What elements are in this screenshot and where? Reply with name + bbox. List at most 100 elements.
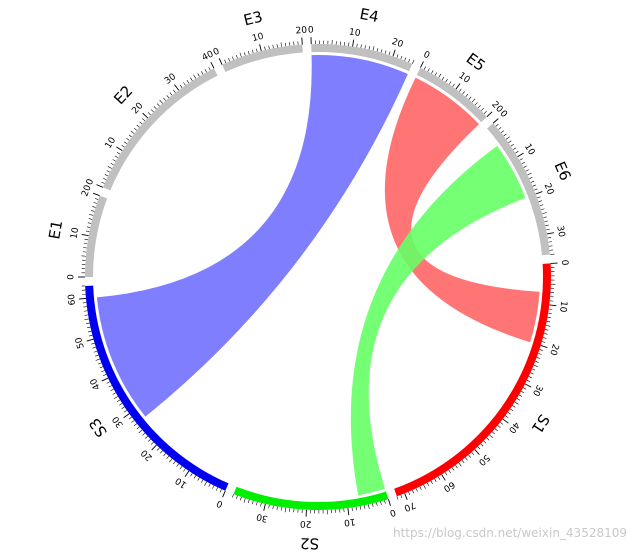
tick-mark: [151, 444, 157, 451]
tick-mark: [516, 398, 521, 401]
tick-mark: [101, 370, 105, 373]
tick-mark: [228, 58, 231, 62]
tick-mark: [537, 196, 541, 199]
tick-mark: [86, 226, 91, 228]
tick-mark: [498, 127, 502, 130]
tick-mark: [455, 83, 461, 90]
tick-mark: [355, 506, 357, 511]
tick-mark: [520, 390, 525, 394]
tick-mark: [263, 503, 266, 511]
tick-mark: [101, 377, 109, 382]
tick-label: 60: [67, 293, 78, 306]
tick-mark: [519, 158, 523, 161]
tick-mark: [512, 405, 516, 408]
tick-mark: [465, 93, 469, 98]
tick-label: 20: [295, 26, 307, 37]
tick-mark: [426, 482, 430, 487]
tick-mark: [104, 174, 109, 177]
tick-label: 10: [69, 226, 81, 239]
sector-label-e3: E3: [242, 7, 265, 29]
tick-mark: [264, 46, 266, 51]
tick-mark: [543, 216, 547, 219]
tick-mark: [540, 208, 545, 211]
tick-mark: [541, 341, 546, 343]
tick-mark: [448, 469, 451, 474]
tick-mark: [404, 57, 407, 61]
tick-mark: [515, 151, 519, 154]
sector-label-e4: E4: [358, 5, 380, 26]
sector-label-e5: E5: [463, 49, 489, 75]
tick-mark: [268, 45, 270, 50]
tick-mark: [95, 358, 100, 361]
tick-mark: [235, 495, 238, 500]
tick-mark: [224, 59, 227, 64]
tick-mark: [208, 67, 211, 71]
tick-mark: [430, 480, 433, 485]
tick-mark: [546, 232, 554, 235]
tick-mark: [452, 83, 455, 87]
tick-mark: [400, 494, 403, 499]
tick-mark: [131, 420, 135, 423]
tick-label: 0: [388, 506, 397, 517]
tick-mark: [276, 506, 278, 510]
tick-mark: [107, 166, 112, 169]
sector-e4: [311, 44, 413, 72]
tick-label: 0: [215, 497, 224, 509]
tick-mark: [96, 184, 104, 188]
tick-mark: [419, 486, 422, 490]
tick-mark: [352, 39, 355, 47]
links-layer: [96, 55, 540, 496]
tick-mark: [276, 44, 278, 48]
tick-label: 60: [441, 479, 456, 494]
tick-mark: [179, 84, 183, 88]
tick-mark: [159, 99, 163, 104]
tick-mark: [119, 403, 123, 406]
sector-s1: [394, 263, 551, 497]
tick-mark: [139, 121, 143, 125]
tick-mark: [280, 507, 282, 511]
tick-mark: [508, 140, 512, 144]
tick-mark: [106, 381, 111, 384]
tick-mark: [538, 200, 542, 203]
tick-mark: [243, 498, 246, 503]
tick-label: 70: [402, 499, 417, 513]
tick-label: 10: [456, 71, 471, 86]
tick-label: 40: [201, 49, 216, 63]
tick-mark: [384, 50, 387, 54]
tick-mark: [84, 314, 89, 316]
tick-mark: [174, 84, 180, 91]
tick-mark: [197, 477, 200, 481]
tick-mark: [247, 50, 250, 55]
tick-label: 10: [174, 475, 189, 490]
tick-mark: [510, 144, 514, 147]
tick-mark: [147, 112, 151, 116]
tick-mark: [93, 202, 97, 204]
tick-mark: [218, 58, 223, 65]
tick-mark: [486, 111, 493, 117]
tick-mark: [235, 54, 238, 59]
tick-mark: [474, 102, 478, 106]
tick-mark: [546, 228, 550, 231]
tick-mark: [163, 453, 166, 457]
tick-mark: [500, 421, 504, 425]
tick-mark: [256, 48, 258, 53]
tick-mark: [427, 68, 430, 72]
tick-mark: [259, 44, 262, 52]
tick-label: 10: [522, 142, 537, 157]
tick-mark: [388, 51, 391, 56]
tick-label: 0: [212, 46, 222, 58]
tick-mark: [81, 233, 89, 237]
tick-mark: [201, 479, 204, 483]
tick-mark: [380, 49, 383, 53]
tick-mark: [363, 505, 366, 509]
tick-mark: [116, 152, 121, 155]
tick-mark: [461, 459, 465, 464]
tick-mark: [88, 334, 93, 337]
tick-mark: [543, 333, 548, 335]
tick-mark: [166, 95, 170, 99]
tick-mark: [474, 449, 480, 455]
tick-mark: [364, 45, 366, 49]
tick-mark: [156, 447, 160, 451]
tick-mark: [468, 454, 471, 458]
